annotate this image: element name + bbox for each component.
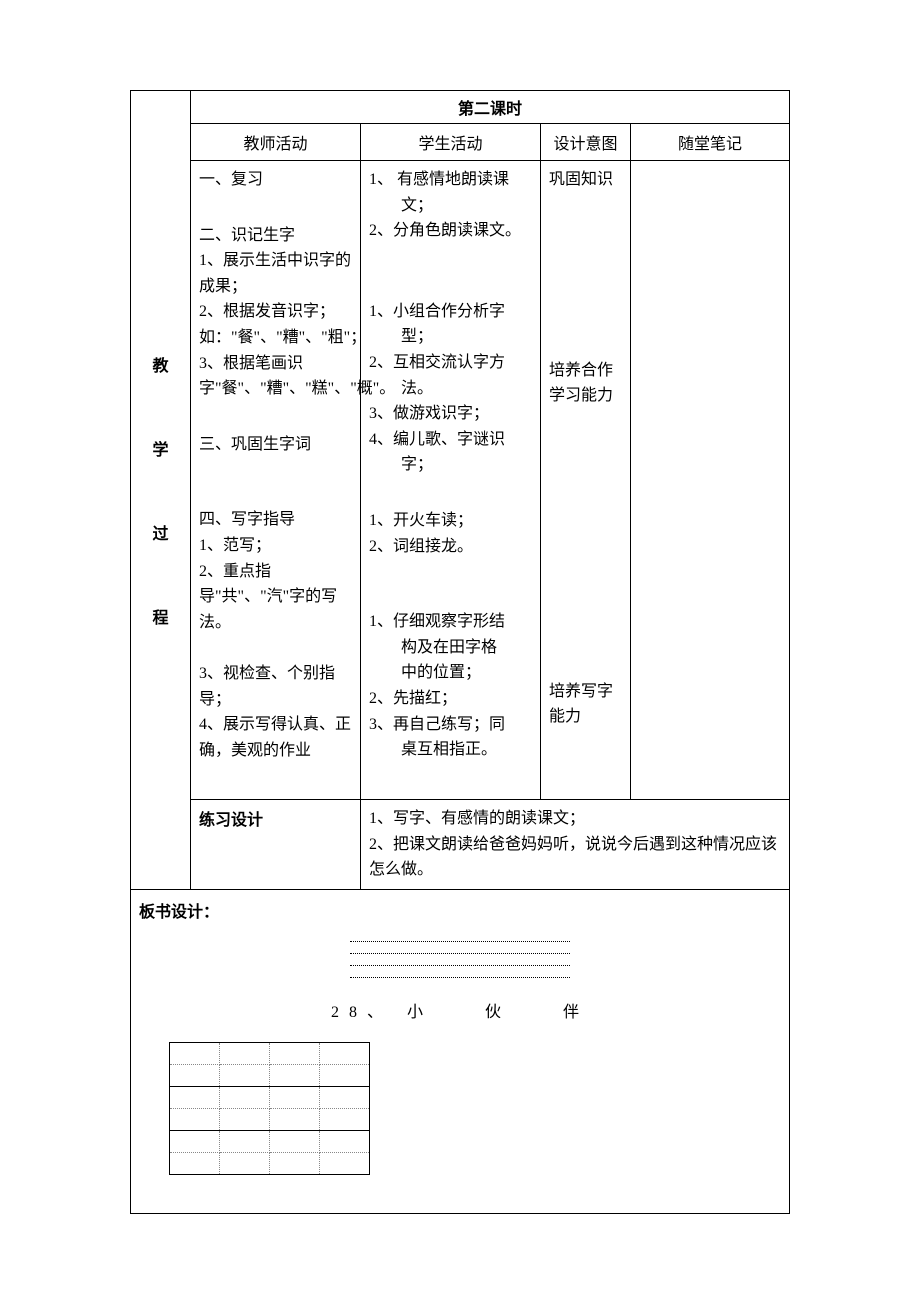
dotted-line-area — [350, 932, 570, 978]
col-student-header: 学生活动 — [361, 124, 541, 160]
dotted-line — [350, 944, 570, 954]
sidebar-char-4: 程 — [152, 604, 168, 628]
process-sidebar: 教 学 过 程 — [131, 91, 191, 889]
student-s3: 1、开火车读； 2、词组接龙。 — [369, 508, 532, 559]
table-row — [170, 1043, 370, 1065]
sidebar-char-2: 学 — [152, 436, 168, 460]
main-content: 一、复习 二、识记生字 1、展示生活中识字的成果； 2、根据发音识字；如："餐"… — [191, 161, 789, 799]
design-intent: 巩固知识 培养合作学习能力 培养写字能力 — [541, 161, 631, 799]
teacher-s2: 二、识记生字 1、展示生活中识字的成果； 2、根据发音识字；如："餐"、"糟"、… — [199, 223, 352, 402]
content-area: 第二课时 教师活动 学生活动 设计意图 随堂笔记 一、复习 二、识记生字 1、展… — [191, 91, 789, 889]
board-design-row: 板书设计： 28、 小 伙 伴 — [131, 890, 789, 1213]
sidebar-char-1: 教 — [152, 352, 168, 376]
table-row — [170, 1153, 370, 1175]
teacher-s3: 三、巩固生字词 — [199, 432, 352, 458]
teacher-s4: 四、写字指导 1、范写； 2、重点指导"共"、"汽"字的写法。 3、视检查、个别… — [199, 507, 352, 763]
sidebar-char-3: 过 — [152, 520, 168, 544]
student-s1: 1、 有感情地朗读课 文； 2、分角色朗读课文。 — [369, 167, 532, 244]
dotted-line — [350, 968, 570, 978]
col-teacher-header: 教师活动 — [191, 124, 361, 160]
table-row — [170, 1109, 370, 1131]
student-s4: 1、仔细观察字形结 构及在田字格 中的位置； 2、先描红； 3、再自己练写；同 … — [369, 609, 532, 763]
table-row — [170, 1131, 370, 1153]
student-activities: 1、 有感情地朗读课 文； 2、分角色朗读课文。 1、小组合作分析字 型； 2、… — [361, 161, 541, 799]
intent-s4: 培养写字能力 — [549, 679, 622, 730]
class-notes — [631, 161, 789, 799]
lesson-plan-container: 教 学 过 程 第二课时 教师活动 学生活动 设计意图 随堂笔记 一、复习 二、… — [130, 90, 790, 1214]
col-notes-header: 随堂笔记 — [631, 124, 789, 160]
main-row: 教 学 过 程 第二课时 教师活动 学生活动 设计意图 随堂笔记 一、复习 二、… — [131, 91, 789, 890]
handwriting-grid — [169, 1042, 370, 1175]
intent-s1: 巩固知识 — [549, 167, 622, 193]
intent-s2: 培养合作学习能力 — [549, 358, 622, 409]
dotted-line — [350, 956, 570, 966]
table-row — [170, 1065, 370, 1087]
session-title: 第二课时 — [191, 91, 789, 123]
teacher-activities: 一、复习 二、识记生字 1、展示生活中识字的成果； 2、根据发音识字；如："餐"… — [191, 161, 361, 799]
practice-row: 练习设计 1、写字、有感情的朗读课文； 2、把课文朗读给爸爸妈妈听，说说今后遇到… — [191, 799, 789, 889]
column-headers: 教师活动 学生活动 设计意图 随堂笔记 — [191, 124, 789, 161]
practice-label: 练习设计 — [191, 800, 361, 889]
table-row — [170, 1087, 370, 1109]
student-s2: 1、小组合作分析字 型； 2、互相交流认字方 法。 3、做游戏识字； 4、编儿歌… — [369, 299, 532, 478]
practice-content: 1、写字、有感情的朗读课文； 2、把课文朗读给爸爸妈妈听，说说今后遇到这种情况应… — [361, 800, 789, 889]
board-design-label: 板书设计： — [139, 898, 781, 922]
lesson-title: 28、 小 伙 伴 — [139, 998, 781, 1022]
dotted-line — [350, 932, 570, 942]
teacher-s1: 一、复习 — [199, 167, 352, 193]
session-header: 第二课时 — [191, 91, 789, 124]
col-intent-header: 设计意图 — [541, 124, 631, 160]
